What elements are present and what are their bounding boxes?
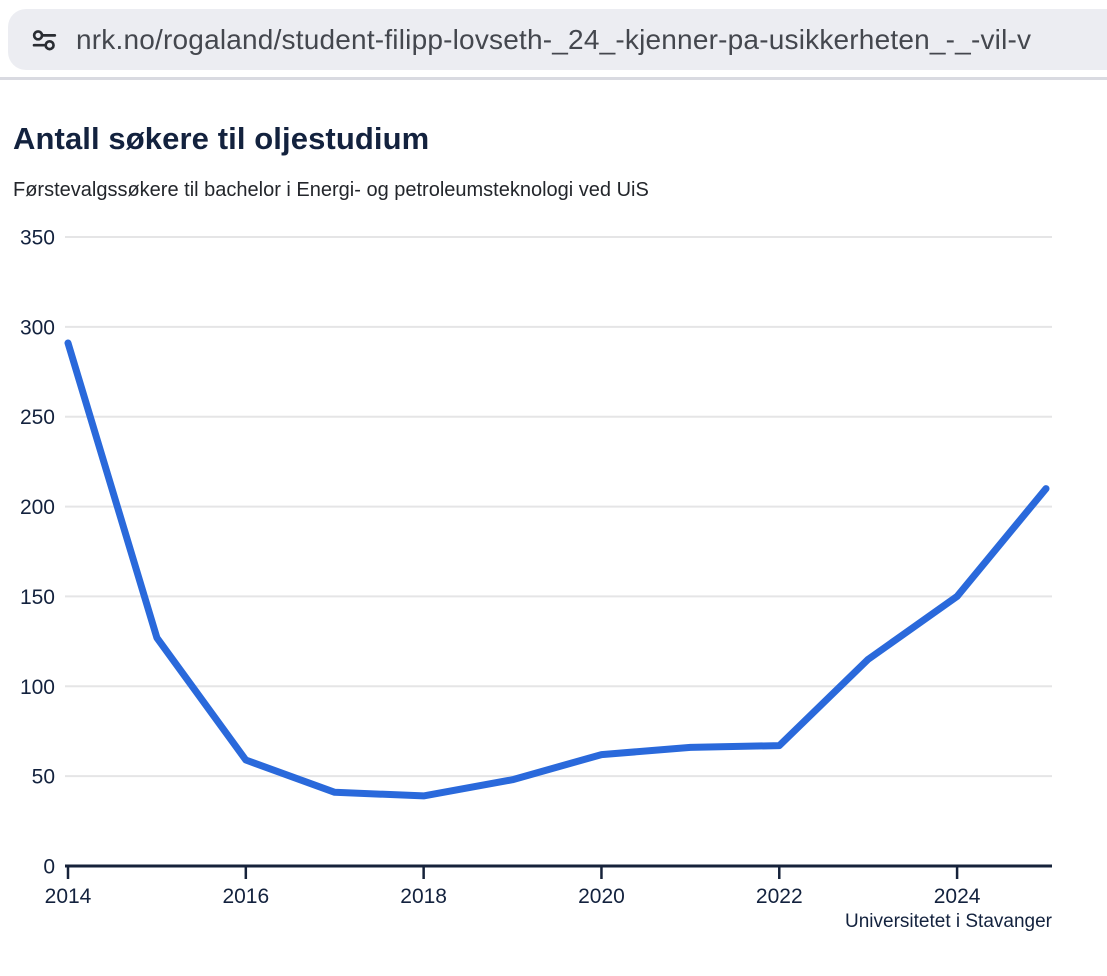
chart-subtitle: Førstevalgssøkere til bachelor i Energi-…	[13, 179, 649, 201]
y-tick-label: 150	[20, 586, 55, 609]
x-tick-label: 2016	[222, 885, 269, 908]
chart-title: Antall søkere til oljestudium	[13, 121, 430, 156]
y-tick-label: 250	[20, 406, 55, 429]
x-tick-label: 2022	[756, 885, 803, 908]
tune-icon[interactable]	[30, 25, 60, 55]
url-bar[interactable]: nrk.no/rogaland/student-filipp-lovseth-_…	[8, 9, 1107, 70]
y-tick-label: 200	[20, 496, 55, 519]
url-text: nrk.no/rogaland/student-filipp-lovseth-_…	[76, 23, 1032, 55]
data-line-series	[64, 339, 1050, 800]
chart-source: Universitetet i Stavanger	[845, 911, 1052, 932]
x-tick-label: 2024	[934, 885, 981, 908]
x-tick-label: 2020	[578, 885, 625, 908]
divider-line	[0, 77, 1107, 80]
y-tick-label: 50	[32, 766, 55, 789]
x-tick-label: 2014	[45, 885, 92, 908]
x-tick-label: 2018	[400, 885, 447, 908]
y-tick-label: 0	[43, 856, 55, 879]
y-tick-label: 100	[20, 676, 55, 699]
y-tick-label: 300	[20, 316, 55, 339]
y-tick-label: 350	[20, 227, 55, 250]
